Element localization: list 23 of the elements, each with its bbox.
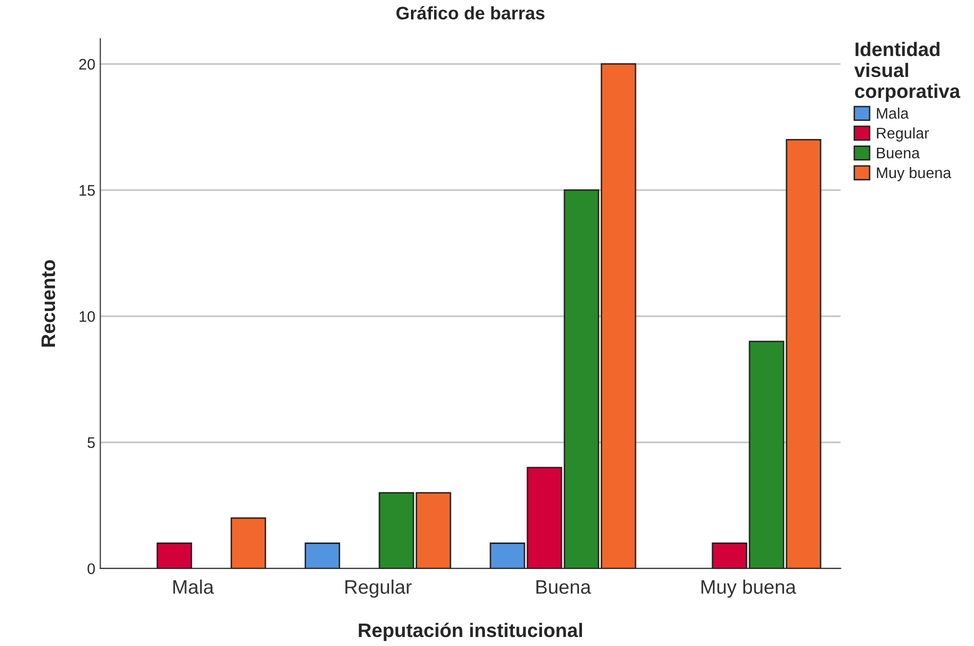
bar xyxy=(564,189,600,568)
x-tick-label: Buena xyxy=(536,580,592,594)
x-tick-label: Regular xyxy=(345,580,412,598)
bar xyxy=(230,517,266,568)
bar xyxy=(712,542,748,568)
legend-label: Muy buena xyxy=(876,166,952,182)
legend-label: Regular xyxy=(876,127,929,142)
x-tick-label: Mala xyxy=(173,580,214,594)
y-tick-label: 20 xyxy=(79,58,95,70)
chart-title: Gráfico de barras xyxy=(396,6,544,20)
y-tick-label: 5 xyxy=(88,437,95,448)
legend-label: Buena xyxy=(876,148,920,158)
y-tick-label: 0 xyxy=(88,563,95,574)
x-axis-title: Reputación institucional xyxy=(358,622,582,642)
legend-title: Identidad visual corporativa xyxy=(854,42,960,102)
x-tick-label: Muy buena xyxy=(702,580,796,598)
bar xyxy=(156,542,192,568)
bar xyxy=(304,542,340,568)
y-tick-label: 10 xyxy=(80,311,95,322)
y-tick-label: 15 xyxy=(80,185,95,196)
legend-label: Mala xyxy=(876,108,909,119)
bar xyxy=(600,63,636,568)
y-axis-title: Recuento xyxy=(42,260,56,347)
